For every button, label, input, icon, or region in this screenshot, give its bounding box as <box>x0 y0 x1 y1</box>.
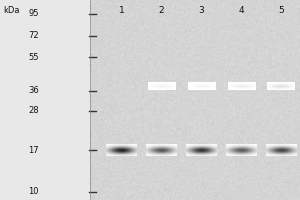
Text: 5: 5 <box>278 6 284 15</box>
Text: 4: 4 <box>238 6 244 15</box>
Text: 1: 1 <box>118 6 124 15</box>
Text: 2: 2 <box>159 6 164 15</box>
Text: 3: 3 <box>198 6 204 15</box>
Text: 95: 95 <box>28 9 39 19</box>
Text: 72: 72 <box>28 31 39 40</box>
Text: 55: 55 <box>28 53 39 62</box>
Text: 10: 10 <box>28 188 39 196</box>
Text: kDa: kDa <box>3 6 20 15</box>
Text: 17: 17 <box>28 146 39 155</box>
Text: 36: 36 <box>28 86 39 95</box>
Text: 28: 28 <box>28 106 39 115</box>
